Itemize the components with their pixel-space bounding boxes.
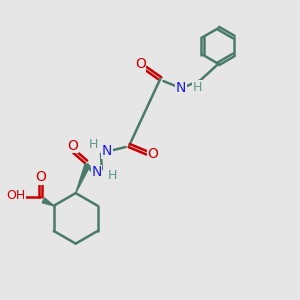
Text: OH: OH [6, 189, 26, 202]
Polygon shape [76, 164, 90, 193]
Text: N: N [102, 145, 112, 158]
Text: O: O [67, 139, 78, 152]
Text: O: O [35, 170, 46, 184]
Text: O: O [148, 148, 158, 161]
Polygon shape [42, 198, 54, 206]
Text: H: H [89, 138, 98, 152]
Text: H: H [108, 169, 118, 182]
Text: H: H [193, 81, 202, 94]
Text: N: N [91, 165, 102, 179]
Text: N: N [176, 81, 186, 94]
Text: O: O [135, 57, 146, 71]
